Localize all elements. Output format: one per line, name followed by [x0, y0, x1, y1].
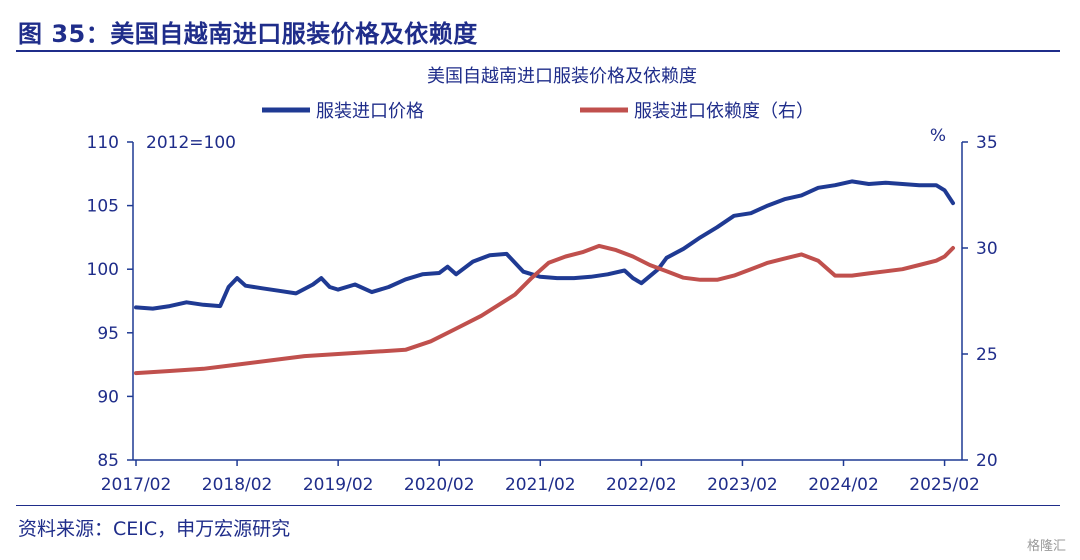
axes: 85 90 95 100 105 110 20 25 30 35 2017/02 2018/02 201… — [87, 133, 998, 495]
source-divider — [16, 505, 1060, 506]
x-tick-label: 2023/02 — [707, 475, 778, 495]
legend-label: 服装进口依赖度（右） — [634, 101, 814, 122]
series-line-dependency — [134, 243, 955, 376]
figure-title: 图 35：美国自越南进口服装价格及依赖度 — [18, 20, 478, 48]
watermark-logo: 格隆汇 — [1026, 539, 1066, 554]
right-tick-label: 35 — [976, 133, 998, 153]
left-tick-label: 85 — [97, 451, 119, 471]
chart-title: 美国自越南进口服装价格及依赖度 — [427, 66, 697, 87]
x-tick-label: 2022/02 — [606, 475, 677, 495]
x-tick-label: 2024/02 — [808, 475, 879, 495]
x-tick-label: 2020/02 — [404, 475, 475, 495]
source-note: 资料来源：CEIC，申万宏源研究 — [18, 518, 291, 540]
x-tick-label: 2025/02 — [909, 475, 980, 495]
right-tick-label: 30 — [976, 239, 998, 259]
x-tick-label: 2019/02 — [303, 475, 374, 495]
right-tick-label: 20 — [976, 451, 998, 471]
legend: 服装进口价格 服装进口依赖度（右） — [262, 101, 814, 122]
series-line-price — [134, 179, 955, 311]
right-tick-label: 25 — [976, 345, 998, 365]
right-axis-unit: % — [930, 126, 946, 146]
title-divider — [16, 50, 1060, 52]
x-tick-label: 2021/02 — [505, 475, 576, 495]
x-tick-label: 2018/02 — [202, 475, 273, 495]
left-tick-label: 95 — [97, 324, 119, 344]
left-tick-label: 90 — [97, 387, 119, 407]
left-tick-label: 105 — [87, 197, 119, 217]
legend-label: 服装进口价格 — [316, 101, 424, 122]
left-tick-label: 110 — [87, 133, 119, 153]
base-note: 2012=100 — [146, 133, 236, 153]
series-layer — [134, 179, 955, 376]
left-tick-label: 100 — [87, 260, 119, 280]
x-tick-label: 2017/02 — [101, 475, 172, 495]
